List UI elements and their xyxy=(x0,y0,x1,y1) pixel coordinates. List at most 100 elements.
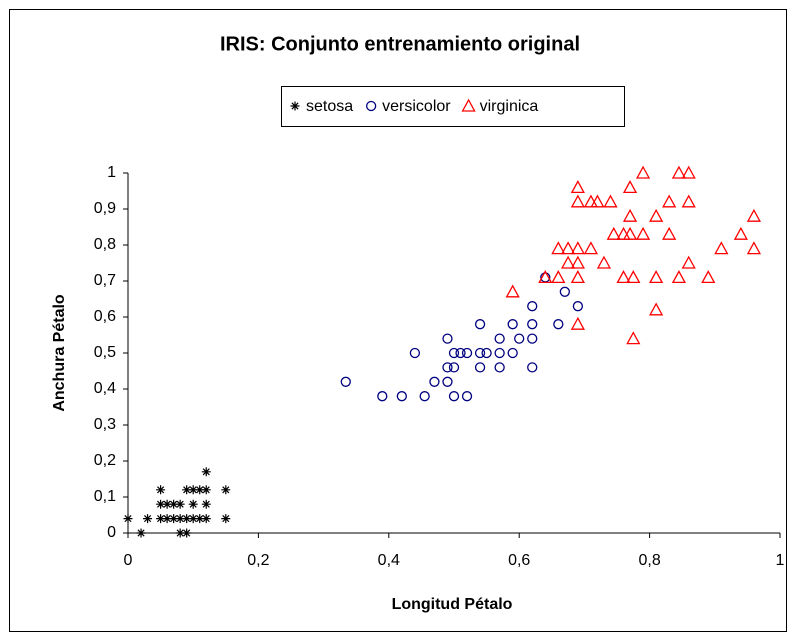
point xyxy=(570,194,585,208)
y-tick-label: 0,1 xyxy=(94,488,116,505)
point xyxy=(538,270,553,284)
point xyxy=(188,485,198,495)
point xyxy=(123,514,133,524)
point xyxy=(461,347,473,359)
point xyxy=(626,270,641,284)
point xyxy=(195,514,205,524)
legend-label: versicolor xyxy=(382,98,451,115)
point xyxy=(572,301,584,312)
point xyxy=(201,499,211,509)
point xyxy=(175,528,185,538)
point xyxy=(429,376,440,387)
point xyxy=(570,255,585,269)
point xyxy=(461,391,473,402)
point xyxy=(448,347,460,359)
legend-marker xyxy=(290,101,300,111)
point xyxy=(616,270,631,284)
point xyxy=(474,347,486,359)
point xyxy=(561,255,576,269)
point xyxy=(143,514,153,524)
y-tick-label: 0,7 xyxy=(94,272,116,289)
point xyxy=(746,208,762,222)
point xyxy=(474,319,486,330)
point xyxy=(175,514,185,524)
point xyxy=(746,241,762,255)
y-tick-label: 0 xyxy=(107,524,116,541)
point xyxy=(551,270,566,284)
point xyxy=(559,286,570,297)
point xyxy=(583,241,599,255)
point xyxy=(448,362,460,373)
point xyxy=(182,528,192,538)
point xyxy=(514,333,525,344)
point xyxy=(162,499,172,509)
point xyxy=(635,165,651,179)
y-tick-label: 0,4 xyxy=(94,380,116,397)
point xyxy=(201,514,211,524)
point xyxy=(570,270,585,284)
point xyxy=(527,333,538,344)
point xyxy=(188,499,198,509)
point xyxy=(494,333,505,344)
point xyxy=(553,319,564,330)
x-tick-label: 0 xyxy=(124,552,133,569)
point xyxy=(156,514,166,524)
point xyxy=(156,485,166,495)
legend-marker xyxy=(365,100,377,112)
legend-label: virginica xyxy=(480,98,539,115)
point xyxy=(570,180,585,194)
point xyxy=(162,514,172,524)
y-tick-label: 0,5 xyxy=(94,344,116,361)
point xyxy=(221,485,231,495)
point xyxy=(570,316,585,330)
point xyxy=(442,376,453,387)
point xyxy=(681,165,696,179)
point xyxy=(527,362,538,373)
point xyxy=(442,333,453,344)
y-tick-label: 1 xyxy=(107,164,116,181)
point xyxy=(474,362,486,373)
x-tick-label: 1 xyxy=(776,552,785,569)
point xyxy=(505,284,520,298)
y-tick-label: 0,3 xyxy=(94,416,116,433)
point xyxy=(182,514,192,524)
point xyxy=(671,270,687,284)
point xyxy=(494,362,505,373)
point xyxy=(606,226,621,240)
point xyxy=(169,499,179,509)
point xyxy=(635,226,651,240)
point xyxy=(201,467,211,477)
point xyxy=(662,226,677,240)
x-tick-label: 0,2 xyxy=(247,552,269,569)
y-tick-label: 0,2 xyxy=(94,452,116,469)
point xyxy=(626,331,641,345)
point xyxy=(622,226,638,240)
point xyxy=(649,270,664,284)
legend-box xyxy=(281,86,625,127)
point xyxy=(182,485,192,495)
point xyxy=(442,362,453,373)
point xyxy=(649,302,664,316)
point xyxy=(527,301,538,312)
x-tick-label: 0,4 xyxy=(378,552,400,569)
x-axis-label: Longitud Pétalo xyxy=(392,596,513,613)
y-tick-label: 0,9 xyxy=(94,200,116,217)
point xyxy=(221,514,231,524)
point xyxy=(419,391,430,402)
point xyxy=(175,499,185,509)
point xyxy=(649,208,664,222)
point xyxy=(596,255,612,269)
point xyxy=(455,347,466,359)
point xyxy=(169,514,179,524)
point xyxy=(377,391,388,402)
point xyxy=(681,194,696,208)
point xyxy=(201,485,211,495)
x-tick-label: 0,6 xyxy=(508,552,530,569)
point xyxy=(561,241,576,255)
legend-marker xyxy=(461,98,476,112)
x-tick-label: 0,8 xyxy=(638,552,660,569)
y-tick-label: 0,6 xyxy=(94,308,116,325)
point xyxy=(662,194,677,208)
point xyxy=(448,391,460,402)
